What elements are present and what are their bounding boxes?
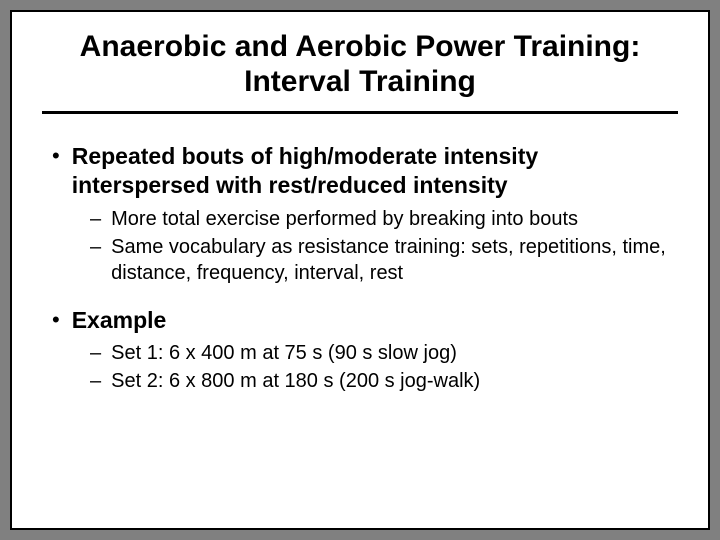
sub-item: – Same vocabulary as resistance training… (90, 234, 678, 286)
sub-list: – Set 1: 6 x 400 m at 75 s (90 s slow jo… (52, 340, 678, 394)
dash-marker-icon: – (90, 368, 101, 394)
bullet-item: • Repeated bouts of high/moderate intens… (52, 142, 678, 286)
sub-item: – Set 1: 6 x 400 m at 75 s (90 s slow jo… (90, 340, 678, 366)
dash-marker-icon: – (90, 234, 101, 260)
bullet-list: • Repeated bouts of high/moderate intens… (42, 142, 678, 394)
sub-item: – Set 2: 6 x 800 m at 180 s (200 s jog-w… (90, 368, 678, 394)
bullet-row: • Repeated bouts of high/moderate intens… (52, 142, 678, 200)
slide: Anaerobic and Aerobic Power Training: In… (10, 10, 710, 530)
bullet-item: • Example – Set 1: 6 x 400 m at 75 s (90… (52, 306, 678, 395)
bullet-marker-icon: • (52, 306, 60, 334)
dash-marker-icon: – (90, 340, 101, 366)
bullet-text: Repeated bouts of high/moderate intensit… (72, 142, 678, 200)
bullet-row: • Example (52, 306, 678, 335)
dash-marker-icon: – (90, 206, 101, 232)
sub-item: – More total exercise performed by break… (90, 206, 678, 232)
sub-text: Set 2: 6 x 800 m at 180 s (200 s jog-wal… (111, 368, 480, 394)
sub-text: Same vocabulary as resistance training: … (111, 234, 678, 286)
sub-list: – More total exercise performed by break… (52, 206, 678, 286)
sub-text: More total exercise performed by breakin… (111, 206, 578, 232)
slide-title: Anaerobic and Aerobic Power Training: In… (42, 30, 678, 111)
bullet-marker-icon: • (52, 142, 60, 170)
bullet-text: Example (72, 306, 167, 335)
sub-text: Set 1: 6 x 400 m at 75 s (90 s slow jog) (111, 340, 457, 366)
title-rule (42, 111, 678, 114)
